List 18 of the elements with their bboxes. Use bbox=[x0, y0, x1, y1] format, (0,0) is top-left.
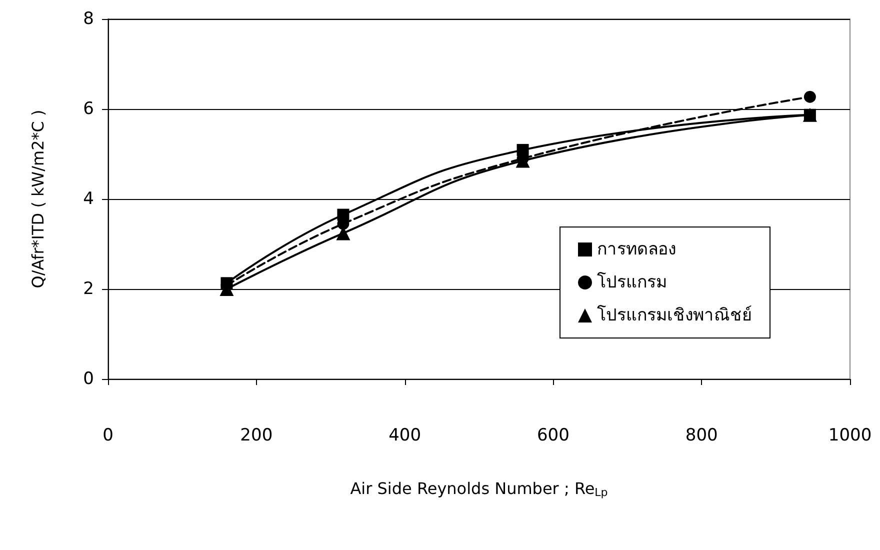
x-tick-label: 600 bbox=[536, 426, 570, 446]
x-tick-label: 400 bbox=[388, 426, 422, 446]
x-tick-label: 800 bbox=[685, 426, 718, 446]
point bbox=[804, 90, 816, 103]
x-tick-label: 0 bbox=[102, 426, 114, 446]
x-tick-label: 200 bbox=[240, 426, 273, 446]
legend-label: โปรแกรมเชิงพาณิชย์ bbox=[597, 304, 752, 326]
y-axis-title: Q/Afr*ITD ( kW/m2*C ) bbox=[28, 110, 48, 288]
point bbox=[337, 208, 350, 221]
x-tick-label: 1000 bbox=[828, 426, 872, 446]
legend-label: โปรแกรม bbox=[597, 272, 667, 292]
y-tick-label: 2 bbox=[83, 279, 94, 299]
legend-label: การทดลอง bbox=[597, 240, 676, 260]
y-tick-label: 6 bbox=[83, 99, 94, 119]
y-tick-label: 8 bbox=[83, 9, 94, 29]
y-tick-label: 0 bbox=[83, 369, 94, 389]
y-tick-label: 4 bbox=[83, 189, 94, 209]
point bbox=[516, 144, 529, 156]
